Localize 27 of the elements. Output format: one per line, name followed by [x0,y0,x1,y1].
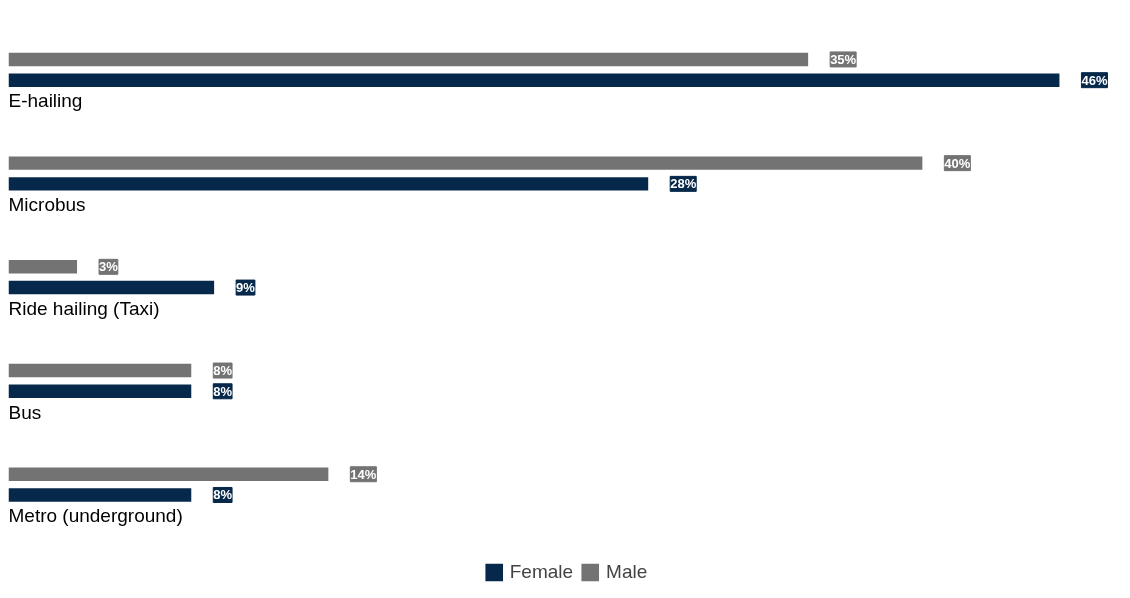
data-label: 3% [99,259,119,275]
y-tick-label: Ride hailing (Taxi) [8,297,160,319]
data-label: 46% [1081,72,1108,88]
data-label: 8% [213,487,233,503]
bar [8,280,215,295]
legend-label: Female [509,561,574,583]
bar [8,156,923,170]
y-tick-label: E-hailing [8,90,83,112]
data-label: 40% [944,155,971,171]
y-tick-label: Bus [8,401,42,423]
bar [8,260,78,274]
legend-label: Male [606,561,648,583]
data-label: 8% [213,383,233,399]
data-label: 8% [213,363,233,379]
data-label: 28% [670,176,697,192]
bar [8,384,192,399]
data-label: 14% [350,466,377,482]
bar [8,177,649,191]
data-label: 35% [830,51,857,67]
data-label: 9% [236,280,256,296]
bar [8,73,1060,87]
bar [8,488,192,502]
bar [8,363,192,378]
bar [8,52,809,67]
y-tick-label: Microbus [8,194,86,216]
bar [8,467,329,481]
y-tick-label: Metro (underground) [8,505,183,527]
